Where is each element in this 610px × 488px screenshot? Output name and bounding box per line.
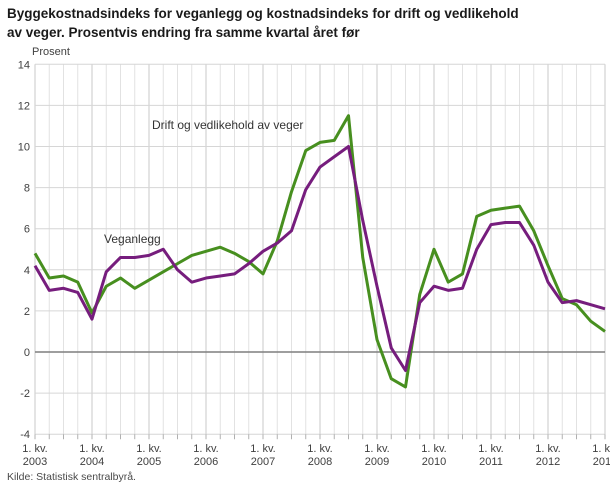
y-tick-label: 6 <box>24 224 30 236</box>
y-tick-label: -2 <box>20 388 30 400</box>
x-tick-label: 1. kv. 2011 <box>478 443 503 468</box>
x-tick-label: 1. kv. 2006 <box>193 443 218 468</box>
x-tick-label: 1. kv. 2003 <box>22 443 47 468</box>
x-tick-label: 1. kv.2013 <box>592 443 610 468</box>
x-tick-label: 1. kv. 2010 <box>421 443 446 468</box>
x-tick-label: 1. kv. 2012 <box>535 443 560 468</box>
y-tick-label: -4 <box>20 429 30 441</box>
y-tick-label: 0 <box>24 347 30 359</box>
y-tick-label: 2 <box>24 306 30 318</box>
x-tick-label: 1. kv. 2007 <box>250 443 275 468</box>
y-tick-label: 10 <box>18 142 30 154</box>
series-label-veganlegg: Veganlegg <box>104 232 161 246</box>
chart-title-line2: av veger. Prosentvis endring fra samme k… <box>7 25 360 40</box>
y-tick-label: 14 <box>18 59 30 71</box>
series-line-drift-og-vedlikehold <box>33 114 606 389</box>
x-tick-label: 1. kv. 2008 <box>307 443 332 468</box>
x-tick-label: 1. kv. 2004 <box>79 443 104 468</box>
y-axis-title: Prosent <box>32 46 70 58</box>
y-tick-label: 4 <box>24 265 30 277</box>
y-tick-label: 8 <box>24 183 30 195</box>
chart-title: Byggekostnadsindeks for veganlegg og kos… <box>7 4 607 42</box>
y-tick-label: 12 <box>18 100 30 112</box>
x-tick-label: 1. kv. 2009 <box>364 443 389 468</box>
series-label-drift-og-vedlikehold: Drift og vedlikehold av veger <box>152 118 304 132</box>
source-note: Kilde: Statistisk sentralbyrå. <box>7 471 136 483</box>
chart-title-line1: Byggekostnadsindeks for veganlegg og kos… <box>7 6 519 21</box>
x-tick-label: 1. kv. 2005 <box>136 443 161 468</box>
series-line-veganlegg <box>33 145 606 372</box>
